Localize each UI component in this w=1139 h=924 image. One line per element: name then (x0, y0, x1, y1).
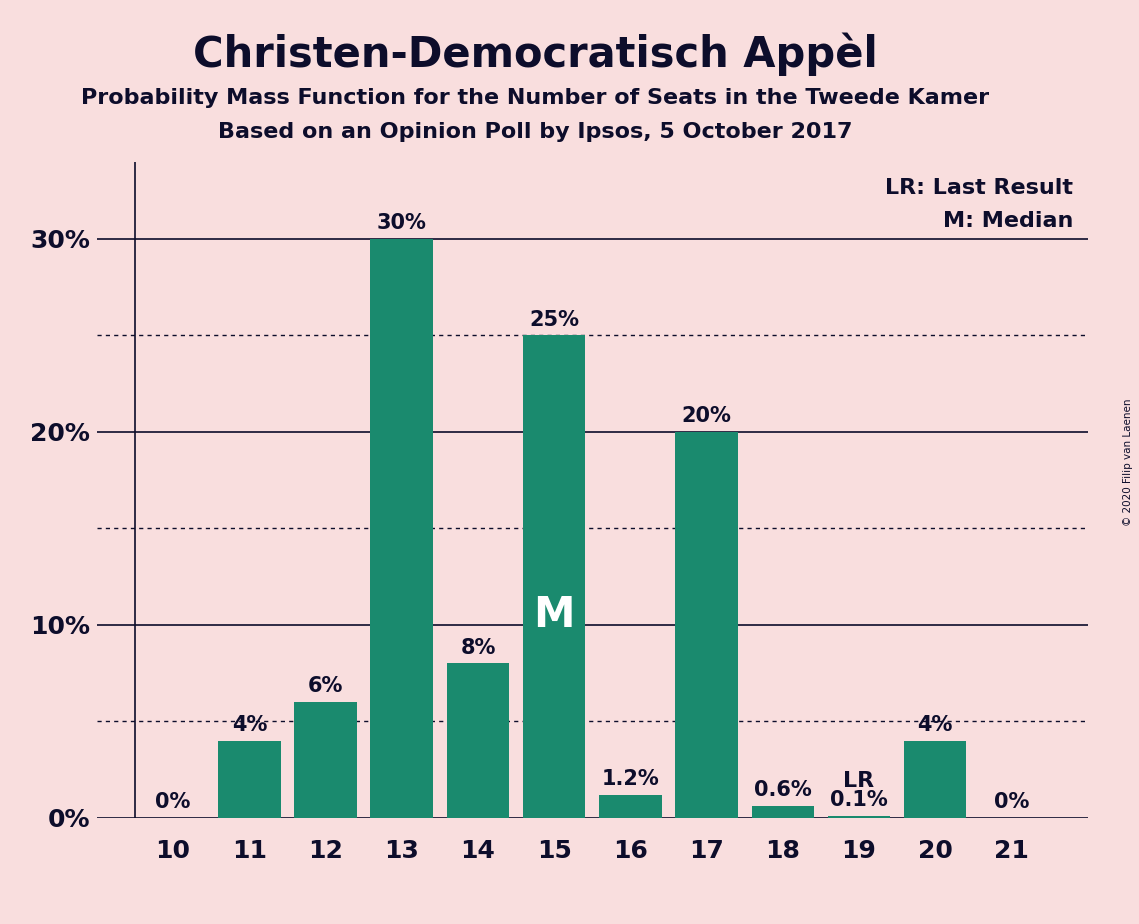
Text: 6%: 6% (308, 676, 343, 696)
Bar (446, 663, 509, 818)
Bar (828, 816, 891, 818)
Text: Probability Mass Function for the Number of Seats in the Tweede Kamer: Probability Mass Function for the Number… (81, 88, 990, 108)
Bar (218, 740, 280, 818)
Text: © 2020 Filip van Laenen: © 2020 Filip van Laenen (1123, 398, 1133, 526)
Bar (752, 806, 814, 818)
Text: Based on an Opinion Poll by Ipsos, 5 October 2017: Based on an Opinion Poll by Ipsos, 5 Oct… (218, 122, 853, 142)
Bar (904, 740, 967, 818)
Text: 20%: 20% (681, 406, 731, 426)
Text: 25%: 25% (530, 310, 579, 330)
Bar (370, 239, 433, 818)
Text: 0.6%: 0.6% (754, 781, 812, 800)
Bar (599, 795, 662, 818)
Text: 4%: 4% (918, 715, 953, 735)
Text: Christen-Democratisch Appèl: Christen-Democratisch Appèl (192, 32, 878, 76)
Text: M: M (533, 594, 575, 636)
Text: 0%: 0% (155, 792, 191, 812)
Text: 30%: 30% (377, 213, 427, 233)
Bar (675, 432, 738, 818)
Text: 4%: 4% (231, 715, 267, 735)
Text: LR: Last Result: LR: Last Result (885, 178, 1073, 198)
Text: M: Median: M: Median (942, 211, 1073, 231)
Text: 1.2%: 1.2% (601, 769, 659, 789)
Bar (523, 335, 585, 818)
Text: 0%: 0% (993, 792, 1030, 812)
Bar (294, 702, 357, 818)
Text: 8%: 8% (460, 638, 495, 658)
Text: 0.1%: 0.1% (830, 790, 888, 810)
Text: LR: LR (844, 772, 875, 791)
